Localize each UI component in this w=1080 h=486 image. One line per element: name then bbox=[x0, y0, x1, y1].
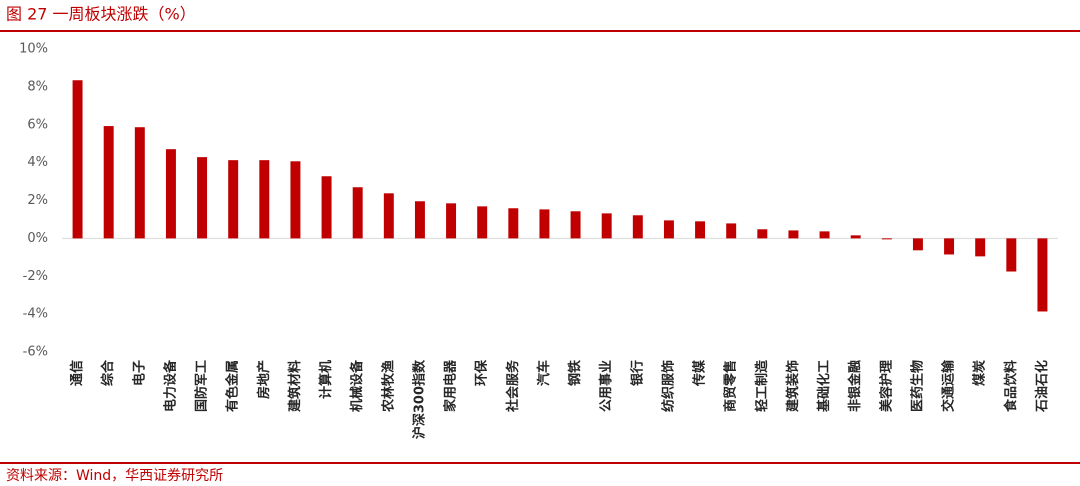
x-tick-label: 电力设备 bbox=[162, 359, 178, 412]
x-tick-label: 公用事业 bbox=[598, 360, 614, 412]
x-tick-label: 食品饮料 bbox=[1003, 360, 1019, 412]
x-tick-label: 煤炭 bbox=[972, 360, 988, 386]
bar bbox=[632, 215, 643, 239]
x-tick-label: 纺织服饰 bbox=[660, 360, 676, 412]
x-tick-label: 综合 bbox=[100, 359, 116, 386]
x-tick-label: 轻工制造 bbox=[754, 359, 770, 412]
x-tick-label: 商贸零售 bbox=[723, 360, 739, 412]
bar bbox=[663, 220, 674, 239]
x-tick-label: 钢铁 bbox=[567, 360, 583, 386]
x-tick-label: 石油石化 bbox=[1034, 360, 1050, 413]
x-tick-label: 环保 bbox=[474, 359, 490, 386]
bar bbox=[881, 238, 892, 240]
bar bbox=[944, 238, 955, 255]
bar bbox=[508, 208, 519, 239]
x-tick-label: 建筑装饰 bbox=[785, 360, 801, 412]
x-tick-label: 农林牧渔 bbox=[380, 360, 396, 413]
source-note: 资料来源：Wind，华西证券研究所 bbox=[6, 468, 223, 484]
bar bbox=[134, 127, 145, 239]
bar bbox=[103, 126, 114, 239]
y-tick-label: 8% bbox=[27, 79, 48, 94]
bar bbox=[259, 160, 270, 239]
x-tick-label: 美容护理 bbox=[878, 360, 894, 412]
bar bbox=[290, 161, 301, 239]
bar bbox=[197, 157, 208, 239]
y-tick-label: -2% bbox=[23, 269, 48, 284]
y-tick-label: 6% bbox=[27, 117, 48, 132]
bar bbox=[601, 213, 612, 239]
x-tick-label: 计算机 bbox=[318, 360, 334, 399]
bar bbox=[539, 209, 550, 239]
bar bbox=[912, 238, 923, 251]
x-tick-label: 机械设备 bbox=[349, 359, 365, 412]
bar bbox=[165, 149, 176, 239]
x-tick-label: 建筑材料 bbox=[287, 360, 303, 412]
bar bbox=[975, 238, 986, 257]
x-tick-label: 传媒 bbox=[692, 359, 708, 387]
bar bbox=[72, 80, 83, 239]
bar bbox=[477, 206, 488, 239]
x-tick-label: 银行 bbox=[629, 360, 645, 386]
bar bbox=[228, 160, 239, 239]
y-tick-label: -4% bbox=[23, 307, 48, 322]
x-tick-label: 汽车 bbox=[536, 360, 552, 386]
y-tick-label: -6% bbox=[23, 345, 48, 360]
bar bbox=[321, 176, 332, 239]
x-tick-label: 有色金属 bbox=[225, 360, 241, 412]
bar bbox=[1006, 238, 1017, 272]
x-tick-label: 非银金融 bbox=[847, 360, 863, 412]
y-tick-label: 0% bbox=[27, 231, 48, 246]
bar bbox=[570, 211, 581, 239]
y-tick-label: 4% bbox=[27, 155, 48, 170]
bar bbox=[414, 201, 425, 239]
bar bbox=[446, 203, 457, 239]
x-tick-label: 基础化工 bbox=[816, 360, 832, 413]
x-tick-label: 通信 bbox=[69, 360, 85, 386]
bar bbox=[352, 187, 363, 239]
bar bbox=[788, 230, 799, 239]
x-tick-label: 国防军工 bbox=[194, 360, 210, 412]
x-tick-label: 医药生物 bbox=[909, 360, 925, 412]
x-tick-label: 家用电器 bbox=[443, 359, 459, 412]
bar bbox=[850, 235, 861, 239]
chart-title: 图 27 一周板块涨跌（%） bbox=[6, 5, 196, 24]
x-tick-label: 沪深300指数 bbox=[411, 359, 427, 439]
bar bbox=[757, 229, 768, 239]
y-tick-label: 10% bbox=[19, 42, 48, 57]
bar bbox=[695, 221, 706, 239]
x-tick-label: 电子 bbox=[131, 360, 147, 386]
x-tick-label: 社会服务 bbox=[505, 359, 521, 413]
bar bbox=[383, 193, 394, 239]
bar bbox=[819, 231, 830, 239]
y-tick-label: 2% bbox=[27, 193, 48, 208]
x-tick-label: 房地产 bbox=[256, 360, 272, 399]
bar bbox=[726, 223, 737, 239]
x-tick-label: 交通运输 bbox=[941, 359, 957, 412]
bar bbox=[1037, 238, 1048, 312]
